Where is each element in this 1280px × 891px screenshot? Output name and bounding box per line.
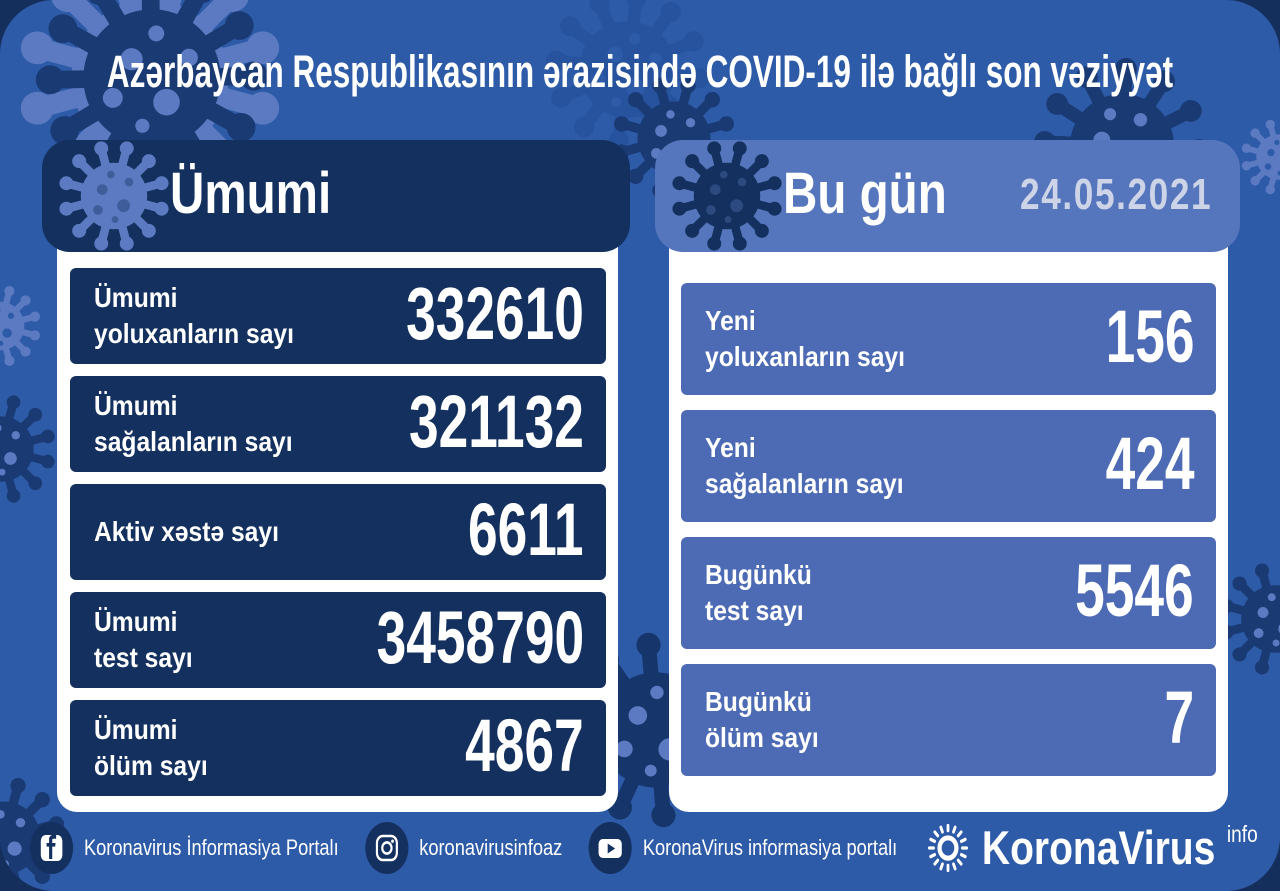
youtube-label: KoronaVirus informasiya portalı xyxy=(642,835,898,860)
youtube-contact: KoronaVirus informasiya portalı xyxy=(588,822,898,874)
virus-icon xyxy=(59,141,169,251)
stat-value: 3458790 xyxy=(376,595,584,679)
stat-row-new-infected: Yeni yoluxanların sayı 156 xyxy=(681,283,1216,395)
page-title: Azərbaycan Respublikasının ərazisində CO… xyxy=(106,46,1174,97)
youtube-icon xyxy=(588,822,633,874)
facebook-label: Koronavirus İnformasiya Portalı xyxy=(83,835,339,860)
footer: Koronavirus İnformasiya Portalı koronavi… xyxy=(30,818,1258,878)
stat-row-total-recovered: Ümumi sağalanların sayı 321132 xyxy=(70,376,606,472)
total-panel-header: Ümumi xyxy=(42,140,630,252)
brand-logo: KoronaVirus info xyxy=(924,819,1258,877)
stat-label: Bugünkü ölüm sayı xyxy=(705,686,819,753)
virus-icon xyxy=(672,141,782,251)
today-panel-title: Bu gün xyxy=(783,160,947,226)
stat-value: 156 xyxy=(1105,294,1194,378)
brand-suffix: info xyxy=(1226,821,1258,847)
stat-row-total-tests: Ümumi test sayı 3458790 xyxy=(70,592,606,688)
stat-row-active-cases: Aktiv xəstə sayı 6611 xyxy=(70,484,606,580)
stat-row-new-recovered: Yeni sağalanların sayı 424 xyxy=(681,410,1216,522)
instagram-icon xyxy=(365,822,409,874)
total-panel-title: Ümumi xyxy=(170,160,332,226)
stat-value: 4867 xyxy=(465,703,584,787)
stat-row-total-infected: Ümumi yoluxanların sayı 332610 xyxy=(70,268,606,364)
stat-value: 5546 xyxy=(1075,548,1194,632)
facebook-contact: Koronavirus İnformasiya Portalı xyxy=(30,822,339,874)
stat-label: Ümumi sağalanların sayı xyxy=(94,390,293,457)
stat-value: 332610 xyxy=(406,271,584,355)
virus-decoration-icon xyxy=(0,285,41,367)
stat-label: Ümumi test sayı xyxy=(94,606,193,673)
stat-row-today-tests: Bugünkü test sayı 5546 xyxy=(681,537,1216,649)
stat-label: Yeni yoluxanların sayı xyxy=(705,305,905,372)
instagram-contact: koronavirusinfoaz xyxy=(365,822,562,874)
instagram-label: koronavirusinfoaz xyxy=(419,835,563,860)
report-date: 24.05.2021 xyxy=(1019,170,1212,219)
stat-label: Yeni sağalanların sayı xyxy=(705,432,904,499)
stat-label: Ümumi yoluxanların sayı xyxy=(94,282,294,349)
facebook-icon xyxy=(30,822,74,874)
stat-value: 424 xyxy=(1105,421,1194,505)
stat-value: 321132 xyxy=(409,379,584,463)
virus-ring-icon xyxy=(927,823,968,873)
stat-row-today-deaths: Bugünkü ölüm sayı 7 xyxy=(681,664,1216,776)
stat-label: Aktiv xəstə sayı xyxy=(94,516,279,548)
today-panel-header: Bu gün 24.05.2021 xyxy=(655,140,1240,252)
stat-label: Bugünkü test sayı xyxy=(705,559,812,626)
virus-decoration-icon xyxy=(0,395,55,503)
stat-value: 6611 xyxy=(468,487,584,571)
stat-row-total-deaths: Ümumi ölüm sayı 4867 xyxy=(70,700,606,796)
brand-name: KoronaVirus xyxy=(981,821,1216,874)
stat-label: Ümumi ölüm sayı xyxy=(94,714,208,781)
virus-decoration-icon xyxy=(1241,119,1280,195)
stat-value: 7 xyxy=(1164,675,1194,759)
